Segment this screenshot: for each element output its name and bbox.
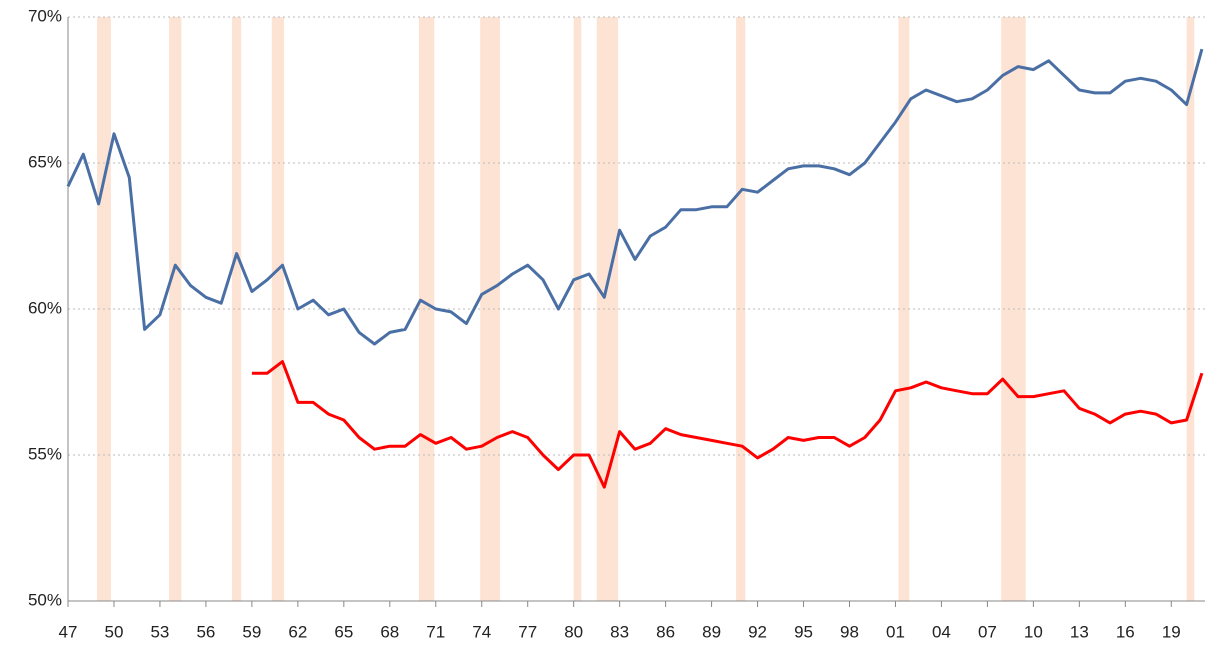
y-tick-label: 55% (28, 444, 62, 463)
x-tick-label: 62 (288, 622, 307, 641)
x-tick-label: 71 (426, 622, 445, 641)
x-tick-label: 80 (564, 622, 583, 641)
x-tick-label: 98 (840, 622, 859, 641)
x-tick-label: 83 (610, 622, 629, 641)
recession-band (418, 17, 435, 601)
recession-band (736, 17, 746, 601)
series-line (66, 48, 1204, 346)
x-tick-label: 92 (748, 622, 767, 641)
x-tick-label: 59 (242, 622, 261, 641)
recession-band (231, 17, 242, 601)
x-tick-label: 74 (472, 622, 491, 641)
x-tick-label: 68 (380, 622, 399, 641)
x-tick-label: 47 (59, 622, 78, 641)
x-tick-label: 01 (886, 622, 905, 641)
recession-band (1186, 17, 1195, 601)
y-tick-label: 70% (28, 6, 62, 25)
x-tick-label: 19 (1162, 622, 1181, 641)
x-tick-label: 13 (1070, 622, 1089, 641)
x-tick-label: 16 (1116, 622, 1135, 641)
x-tick-label: 65 (334, 622, 353, 641)
x-tick-label: 04 (932, 622, 951, 641)
x-tick-label: 86 (656, 622, 675, 641)
y-tick-label: 50% (28, 590, 62, 609)
x-tick-label: 77 (518, 622, 537, 641)
x-tick-label: 07 (978, 622, 997, 641)
x-tick-label: 95 (794, 622, 813, 641)
series-line (251, 360, 1204, 489)
x-tick-label: 50 (105, 622, 124, 641)
x-tick-label: 10 (1024, 622, 1043, 641)
recession-band (480, 17, 501, 601)
x-tick-label: 56 (196, 622, 215, 641)
recession-band (573, 17, 582, 601)
x-tick-label: 53 (150, 622, 169, 641)
y-tick-label: 65% (28, 152, 62, 171)
x-tick-label: 89 (702, 622, 721, 641)
y-tick-label: 60% (28, 298, 62, 317)
